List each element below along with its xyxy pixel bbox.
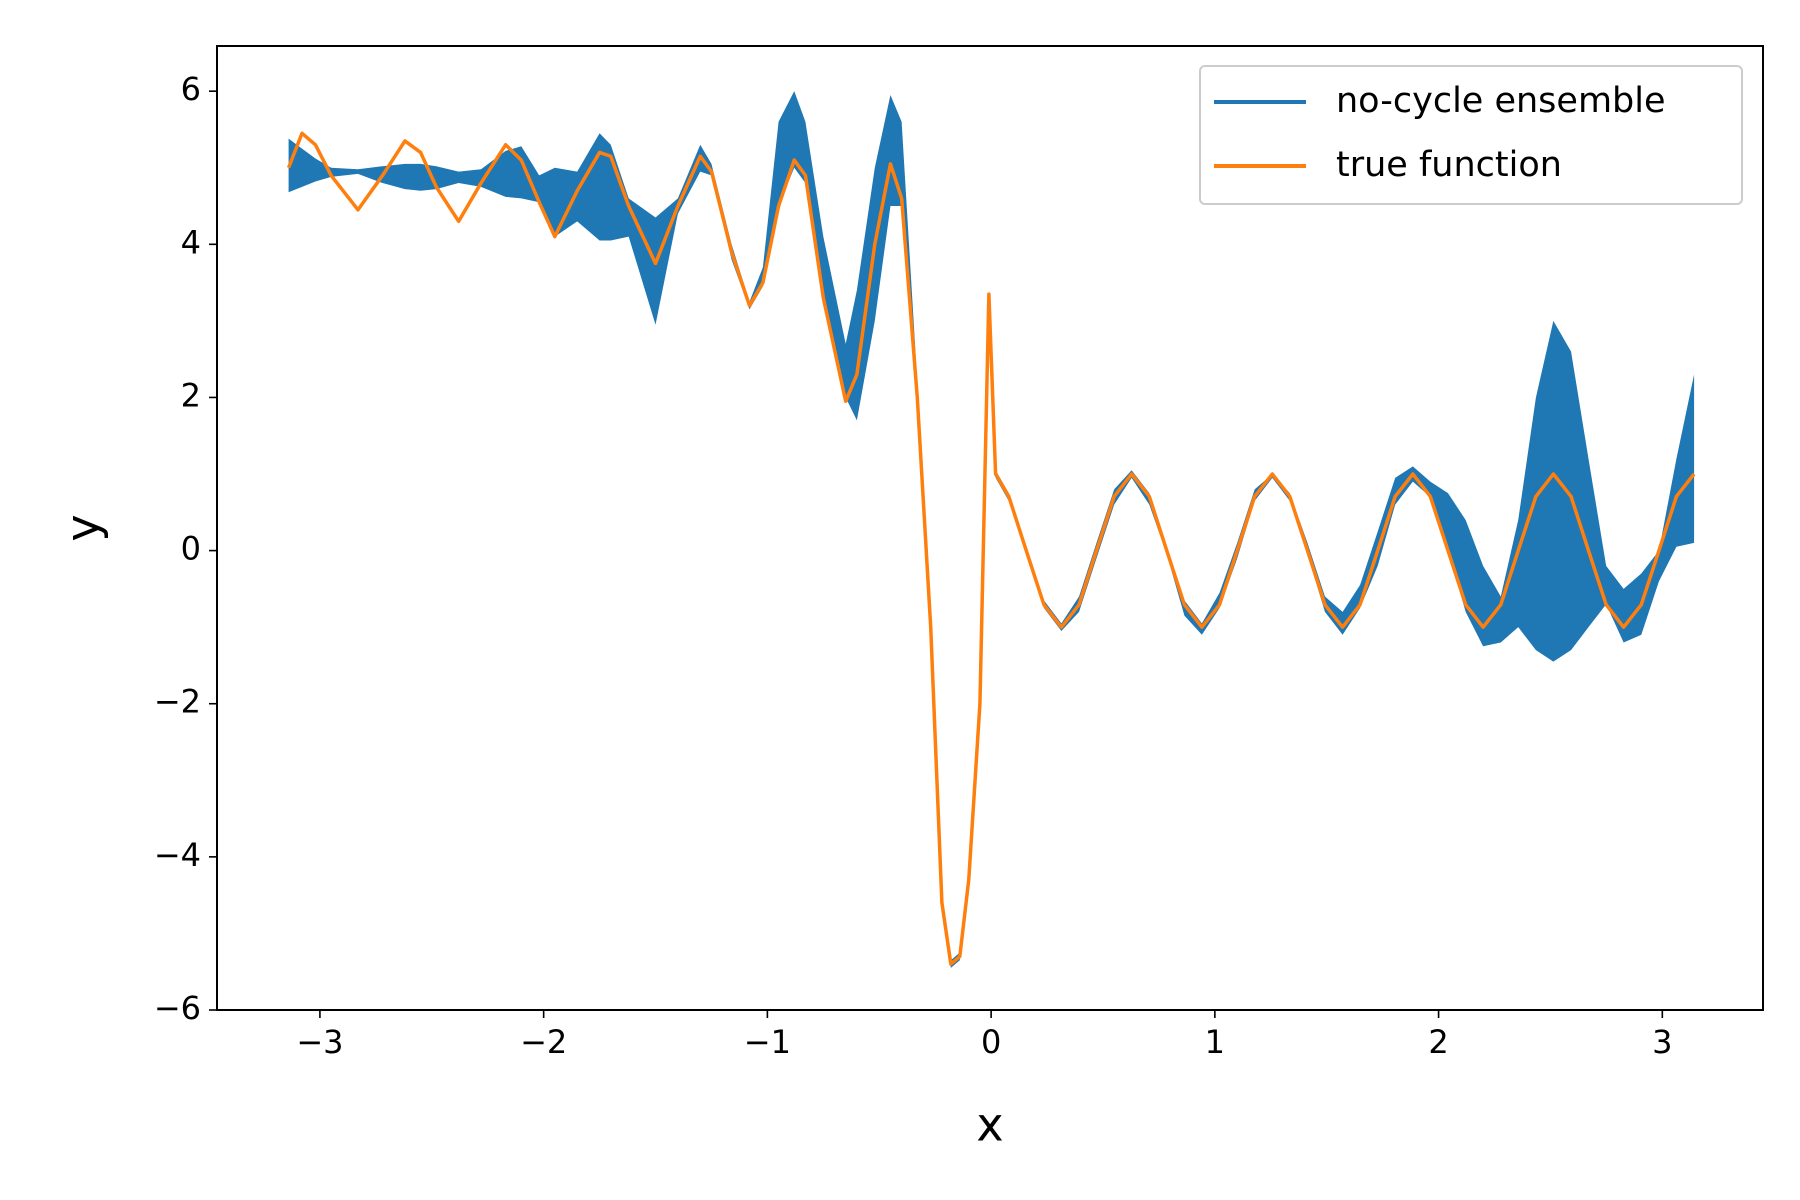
y-tick-label: −6 [154, 989, 201, 1027]
x-tick-label: 0 [981, 1023, 1001, 1061]
y-tick-label: 4 [181, 223, 201, 261]
x-tick-label: −2 [520, 1023, 567, 1061]
axes-frame [216, 45, 1764, 1011]
x-tick-label: −1 [744, 1023, 791, 1061]
x-axis-label: x [976, 1098, 1003, 1152]
x-tick-label: −3 [296, 1023, 343, 1061]
series-group [286, 91, 1696, 968]
y-axis-label: y [56, 514, 110, 541]
legend-box [1199, 65, 1743, 205]
x-tick-label: 2 [1428, 1023, 1448, 1061]
legend-label: true function [1336, 145, 1562, 185]
y-tick-label: 6 [181, 70, 201, 108]
legend-label: no-cycle ensemble [1336, 81, 1666, 121]
x-tick-label: 3 [1652, 1023, 1672, 1061]
y-tick-label: −2 [154, 683, 201, 721]
true-function-line [286, 131, 1696, 966]
y-tick-label: 0 [181, 530, 201, 568]
x-tick-label: 1 [1205, 1023, 1225, 1061]
ensemble-band [288, 91, 1695, 968]
y-tick-label: −4 [154, 836, 201, 874]
y-tick-label: 2 [181, 376, 201, 414]
